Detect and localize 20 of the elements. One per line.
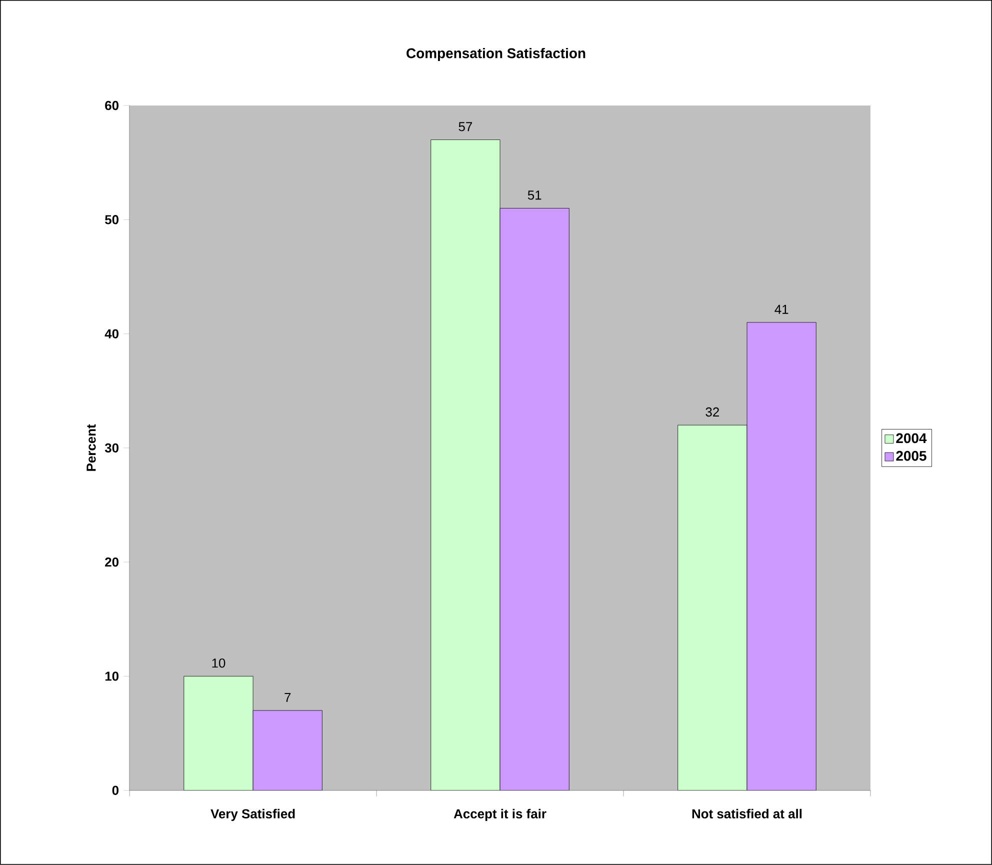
x-tick-label: Accept it is fair — [454, 808, 546, 822]
y-tick-label: 50 — [105, 215, 118, 224]
data-label: 57 — [458, 122, 472, 132]
y-tick-label: 0 — [112, 786, 118, 796]
y-tick-label: 40 — [104, 329, 118, 338]
data-label: 7 — [284, 693, 291, 702]
data-label: 10 — [212, 658, 226, 668]
x-tick-label: Very Satisfied — [210, 808, 295, 822]
data-label: 32 — [706, 407, 719, 417]
legend-label: 2005 — [896, 450, 926, 461]
y-tick-label: 10 — [105, 672, 118, 681]
y-tick-label: 20 — [105, 558, 118, 567]
chart-title: Compensation Satisfaction — [406, 48, 586, 62]
data-label: 41 — [774, 305, 788, 314]
legend-label: 2004 — [896, 433, 927, 444]
data-label: 51 — [528, 190, 542, 200]
x-tick-label: Not satisfied at all — [692, 808, 802, 818]
y-axis-title: Percent — [86, 424, 96, 471]
y-tick-label: 30 — [104, 443, 118, 453]
y-tick-label: 60 — [105, 100, 118, 110]
